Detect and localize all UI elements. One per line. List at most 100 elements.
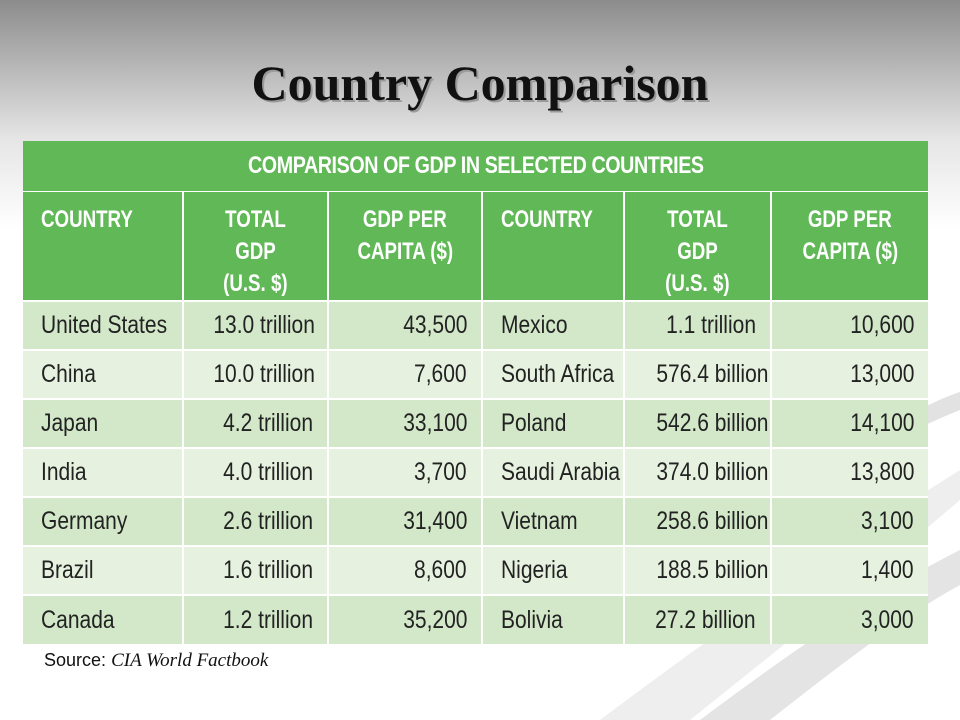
table-caption: COMPARISON OF GDP IN SELECTED COUNTRIES bbox=[23, 141, 928, 192]
column-header-line: (U.S. $) bbox=[665, 270, 730, 297]
cell-text: 43,500 bbox=[402, 311, 467, 339]
cell-text: South Africa bbox=[501, 360, 615, 388]
gdp-comparison-table: COUNTRY TOTAL GDP (U.S. $) GDP PER CAPITA ($… bbox=[23, 192, 928, 644]
column-header-line: (U.S. $) bbox=[223, 270, 288, 297]
table-row: Japan 4.2 trillion 33,100 Poland 542.6 billi… bbox=[23, 398, 928, 448]
cell-text: 1.1 trillion bbox=[666, 311, 756, 339]
gdp-per-capita-cell: 33,100 bbox=[328, 398, 483, 448]
gdp-per-capita-cell: 1,400 bbox=[771, 545, 928, 595]
cell-text: 1.6 trillion bbox=[223, 556, 313, 584]
country-cell: India bbox=[23, 447, 184, 497]
total-gdp-cell: 1.1 trillion bbox=[624, 300, 772, 350]
table-row: United States 13.0 trillion 43,500 Mexico 1.… bbox=[23, 300, 928, 350]
total-gdp-cell: 258.6 billion bbox=[624, 496, 772, 546]
source-name: CIA World Factbook bbox=[111, 650, 269, 671]
total-gdp-cell: 1.6 trillion bbox=[183, 545, 329, 595]
table-row: China 10.0 trillion 7,600 South Africa 576.4… bbox=[23, 349, 928, 399]
gdp-per-capita-cell: 35,200 bbox=[328, 594, 483, 644]
cell-text: 14,100 bbox=[849, 409, 914, 437]
cell-text: 8,600 bbox=[414, 556, 467, 584]
cell-text: 7,600 bbox=[414, 360, 467, 388]
cell-text: Bolivia bbox=[501, 605, 563, 634]
gdp-per-capita-cell: 43,500 bbox=[328, 300, 483, 350]
country-cell: Canada bbox=[23, 594, 184, 644]
total-gdp-cell: 374.0 billion bbox=[624, 447, 772, 497]
gdp-per-capita-cell: 3,700 bbox=[328, 447, 483, 497]
cell-text: 10,600 bbox=[849, 311, 914, 339]
column-header-line: GDP PER bbox=[808, 206, 892, 233]
gdp-per-capita-cell: 3,000 bbox=[771, 594, 928, 644]
total-gdp-cell: 13.0 trillion bbox=[183, 300, 329, 350]
cell-text: China bbox=[41, 360, 96, 388]
total-gdp-cell: 1.2 trillion bbox=[183, 594, 329, 644]
cell-text: India bbox=[41, 458, 87, 486]
table-row: Brazil 1.6 trillion 8,600 Nigeria 188.5 bill… bbox=[23, 545, 928, 595]
total-gdp-cell: 542.6 billion bbox=[624, 398, 772, 448]
cell-text: 576.4 billion bbox=[656, 360, 769, 388]
table-caption-text: COMPARISON OF GDP IN SELECTED COUNTRIES bbox=[247, 152, 704, 179]
country-cell: Bolivia bbox=[482, 594, 625, 644]
column-header-line: COUNTRY bbox=[41, 206, 133, 233]
cell-text: 4.0 trillion bbox=[223, 458, 313, 486]
cell-text: 542.6 billion bbox=[656, 409, 769, 437]
country-cell: Mexico bbox=[482, 300, 625, 350]
cell-text: 2.6 trillion bbox=[223, 507, 313, 535]
cell-text: Japan bbox=[41, 409, 99, 437]
column-header-line: TOTAL GDP bbox=[667, 206, 728, 265]
column-header-line: CAPITA ($) bbox=[357, 238, 453, 265]
cell-text: 3,000 bbox=[861, 605, 914, 634]
cell-text: 13.0 trillion bbox=[213, 311, 315, 339]
column-header-line: CAPITA ($) bbox=[802, 238, 898, 265]
column-header-line: TOTAL GDP bbox=[225, 206, 286, 265]
total-gdp-cell: 4.2 trillion bbox=[183, 398, 329, 448]
source-label: Source: bbox=[44, 650, 107, 670]
country-cell: Nigeria bbox=[482, 545, 625, 595]
country-cell: Japan bbox=[23, 398, 184, 448]
gdp-per-capita-cell: 13,000 bbox=[771, 349, 928, 399]
gdp-per-capita-cell: 10,600 bbox=[771, 300, 928, 350]
cell-text: Poland bbox=[501, 409, 567, 437]
cell-text: 374.0 billion bbox=[656, 458, 769, 486]
gdp-per-capita-cell: 7,600 bbox=[328, 349, 483, 399]
column-header: GDP PER CAPITA ($) bbox=[328, 192, 483, 301]
cell-text: 13,800 bbox=[849, 458, 914, 486]
cell-text: 3,100 bbox=[861, 507, 914, 535]
cell-text: 10.0 trillion bbox=[213, 360, 315, 388]
page-title: Country Comparison bbox=[251, 55, 709, 111]
country-cell: South Africa bbox=[482, 349, 625, 399]
country-cell: Saudi Arabia bbox=[482, 447, 625, 497]
cell-text: United States bbox=[41, 311, 168, 339]
cell-text: 13,000 bbox=[849, 360, 914, 388]
gdp-per-capita-cell: 14,100 bbox=[771, 398, 928, 448]
table-row: Canada 1.2 trillion 35,200 Bolivia 27.2 bill… bbox=[23, 594, 928, 644]
total-gdp-cell: 10.0 trillion bbox=[183, 349, 329, 399]
cell-text: Brazil bbox=[41, 556, 94, 584]
column-header-line: GDP PER bbox=[363, 206, 447, 233]
cell-text: 27.2 billion bbox=[655, 605, 756, 634]
cell-text: Vietnam bbox=[501, 507, 578, 535]
table-header-row: COUNTRY TOTAL GDP (U.S. $) GDP PER CAPITA ($… bbox=[23, 192, 928, 301]
country-cell: Vietnam bbox=[482, 496, 625, 546]
total-gdp-cell: 188.5 billion bbox=[624, 545, 772, 595]
country-cell: United States bbox=[23, 300, 184, 350]
total-gdp-cell: 4.0 trillion bbox=[183, 447, 329, 497]
column-header: TOTAL GDP (U.S. $) bbox=[624, 192, 772, 301]
cell-text: Saudi Arabia bbox=[501, 458, 621, 486]
country-cell: Germany bbox=[23, 496, 184, 546]
country-cell: China bbox=[23, 349, 184, 399]
cell-text: 31,400 bbox=[402, 507, 467, 535]
country-cell: Brazil bbox=[23, 545, 184, 595]
cell-text: Canada bbox=[41, 605, 115, 634]
cell-text: 33,100 bbox=[402, 409, 467, 437]
cell-text: 1,400 bbox=[861, 556, 914, 584]
cell-text: 35,200 bbox=[402, 605, 467, 634]
column-header: TOTAL GDP (U.S. $) bbox=[183, 192, 329, 301]
column-header: GDP PER CAPITA ($) bbox=[771, 192, 928, 301]
column-header-line: COUNTRY bbox=[501, 206, 593, 233]
source-note: Source: CIA World Factbook bbox=[44, 650, 268, 672]
cell-text: Nigeria bbox=[501, 556, 568, 584]
cell-text: 1.2 trillion bbox=[223, 605, 313, 634]
column-header: COUNTRY bbox=[482, 192, 625, 301]
cell-text: 258.6 billion bbox=[656, 507, 769, 535]
gdp-per-capita-cell: 31,400 bbox=[328, 496, 483, 546]
